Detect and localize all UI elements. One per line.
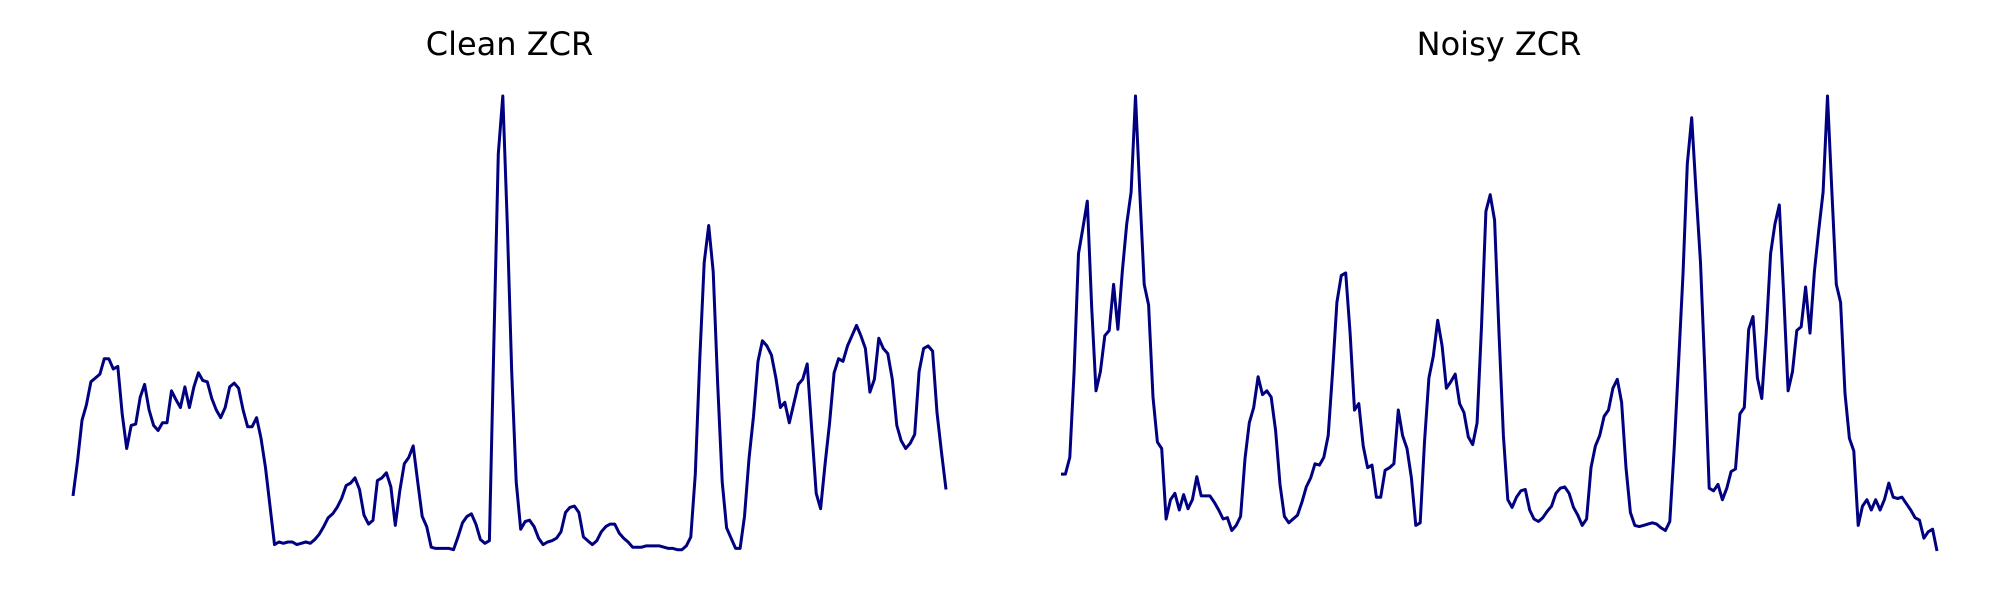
line — [71, 94, 948, 552]
chart-title: Noisy ZCR — [1417, 25, 1582, 63]
line — [1061, 94, 1939, 552]
chart-title: Clean ZCR — [426, 25, 593, 63]
